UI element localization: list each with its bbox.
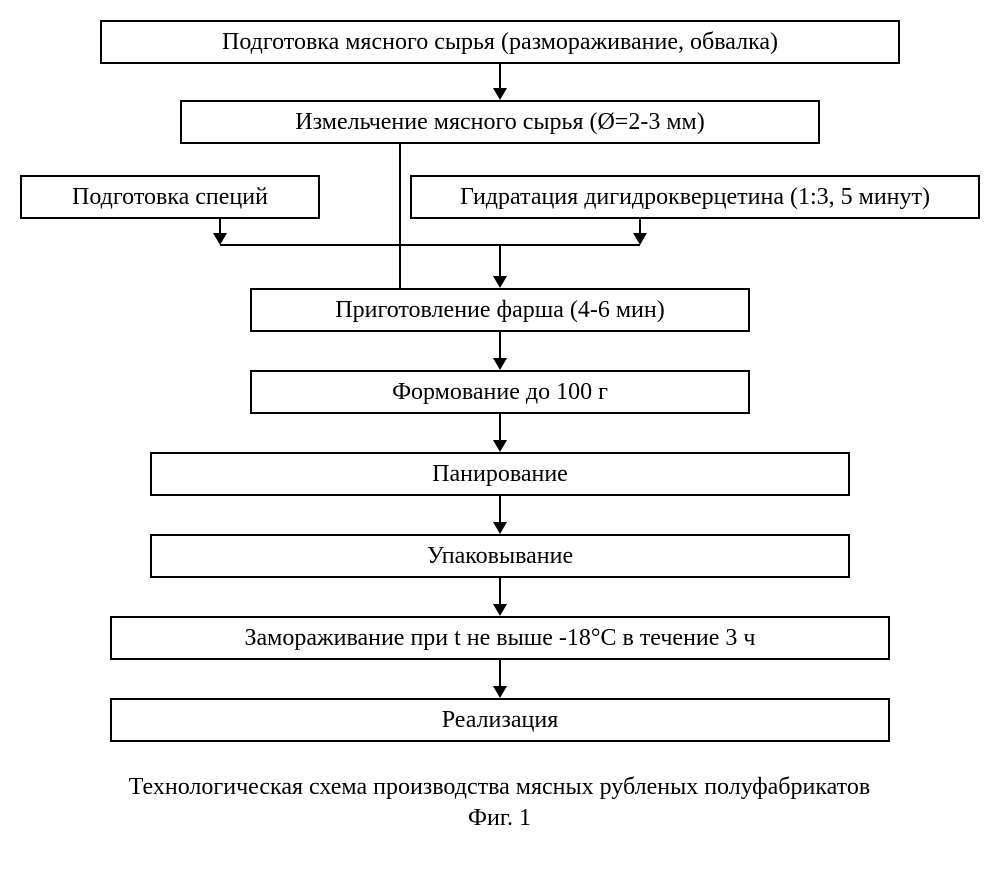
flow-node-n10: Реализация xyxy=(110,698,890,742)
flow-arrowhead-10 xyxy=(493,686,507,698)
flow-edge-4 xyxy=(220,244,640,246)
flow-node-n7: Панирование xyxy=(150,452,850,496)
flow-edge-6 xyxy=(499,332,501,358)
flow-edge-9 xyxy=(499,578,501,604)
flow-edge-0 xyxy=(499,64,501,88)
caption-line-2: Фиг. 1 xyxy=(20,803,979,834)
flowchart-canvas: Подготовка мясного сырья (размораживание… xyxy=(20,20,980,760)
flow-node-n9: Замораживание при t не выше -18°C в тече… xyxy=(110,616,890,660)
flow-node-n8: Упаковывание xyxy=(150,534,850,578)
flow-node-n4: Гидратация дигидрокверцетина (1:3, 5 мин… xyxy=(410,175,980,219)
flow-edge-2 xyxy=(219,219,221,233)
flow-node-n1: Подготовка мясного сырья (размораживание… xyxy=(100,20,900,64)
flow-edge-7 xyxy=(499,414,501,440)
flow-edge-10 xyxy=(499,660,501,686)
flow-edge-1 xyxy=(399,144,401,288)
flow-arrowhead-0 xyxy=(493,88,507,100)
flow-edge-5 xyxy=(499,245,501,276)
flow-edge-3 xyxy=(639,219,641,233)
flow-arrowhead-8 xyxy=(493,522,507,534)
flow-arrowhead-5 xyxy=(493,276,507,288)
caption-line-1: Технологическая схема производства мясны… xyxy=(20,772,979,803)
flow-edge-8 xyxy=(499,496,501,522)
flow-node-n6: Формование до 100 г xyxy=(250,370,750,414)
flow-arrowhead-9 xyxy=(493,604,507,616)
figure-caption: Технологическая схема производства мясны… xyxy=(20,772,979,834)
flow-node-n2: Измельчение мясного сырья (Ø=2-3 мм) xyxy=(180,100,820,144)
flow-node-n5: Приготовление фарша (4-6 мин) xyxy=(250,288,750,332)
flow-arrowhead-6 xyxy=(493,358,507,370)
flow-node-n3: Подготовка специй xyxy=(20,175,320,219)
flow-arrowhead-7 xyxy=(493,440,507,452)
